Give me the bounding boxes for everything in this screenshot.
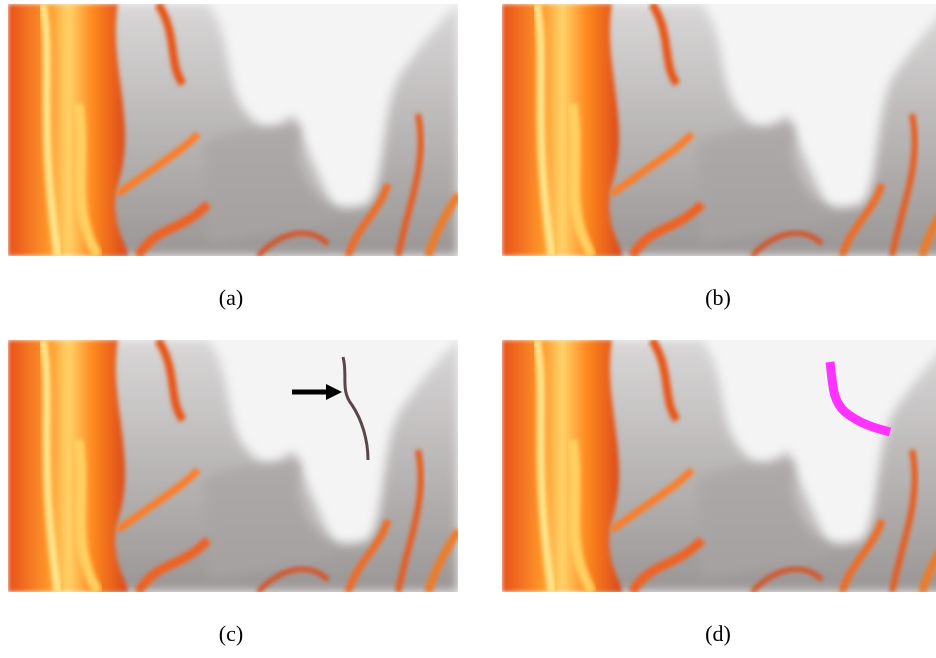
panel-a: (a) xyxy=(8,4,458,310)
image xyxy=(502,340,936,592)
panel-b: (b) xyxy=(502,4,936,310)
caption: (c) xyxy=(219,621,243,646)
caption: (a) xyxy=(219,285,243,310)
panel-d: (d) xyxy=(502,340,936,646)
image xyxy=(8,4,458,256)
image xyxy=(502,4,936,256)
panel-c: (c) xyxy=(8,340,458,646)
image xyxy=(8,340,458,592)
caption: (d) xyxy=(705,621,731,646)
caption: (b) xyxy=(705,285,731,310)
figure: (a) (b) (c) (d) xyxy=(0,0,936,658)
